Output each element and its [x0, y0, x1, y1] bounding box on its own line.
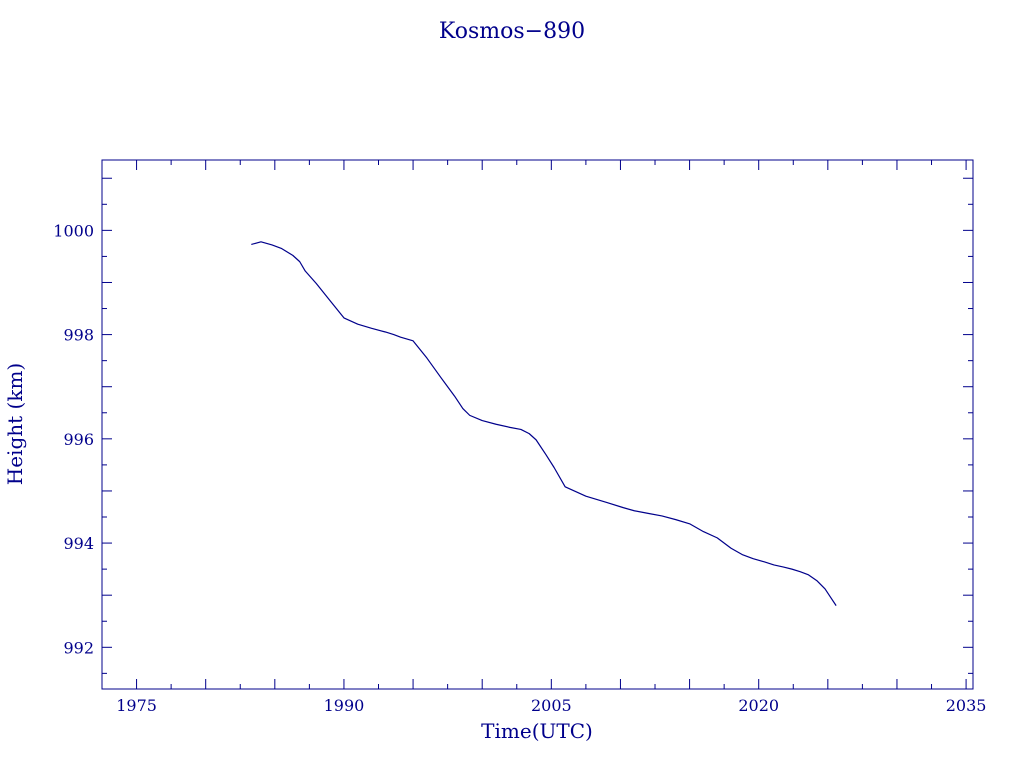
y-tick-label: 996	[63, 430, 94, 449]
y-tick-label: 994	[63, 534, 94, 553]
x-axis-ticks	[101, 160, 967, 689]
x-axis-tick-labels: 1975 1990 2005 2020 2035	[116, 696, 986, 715]
x-tick-label: 2005	[531, 696, 572, 715]
chart-title: Kosmos−890	[439, 19, 585, 44]
x-tick-label: 2035	[946, 696, 987, 715]
y-tick-label: 1000	[53, 221, 94, 240]
x-tick-label: 1990	[324, 696, 365, 715]
y-tick-label: 992	[63, 638, 94, 657]
plot-frame	[101, 159, 974, 690]
height-series-line	[251, 241, 837, 606]
y-axis-ticks	[102, 177, 973, 674]
y-tick-label: 998	[63, 326, 94, 345]
y-axis-tick-labels: 992 994 996 998 1000	[53, 221, 94, 657]
x-axis-label: Time(UTC)	[481, 719, 593, 743]
x-tick-label: 1975	[116, 696, 157, 715]
y-axis-label: Height (km)	[3, 363, 27, 485]
x-tick-label: 2020	[738, 696, 779, 715]
